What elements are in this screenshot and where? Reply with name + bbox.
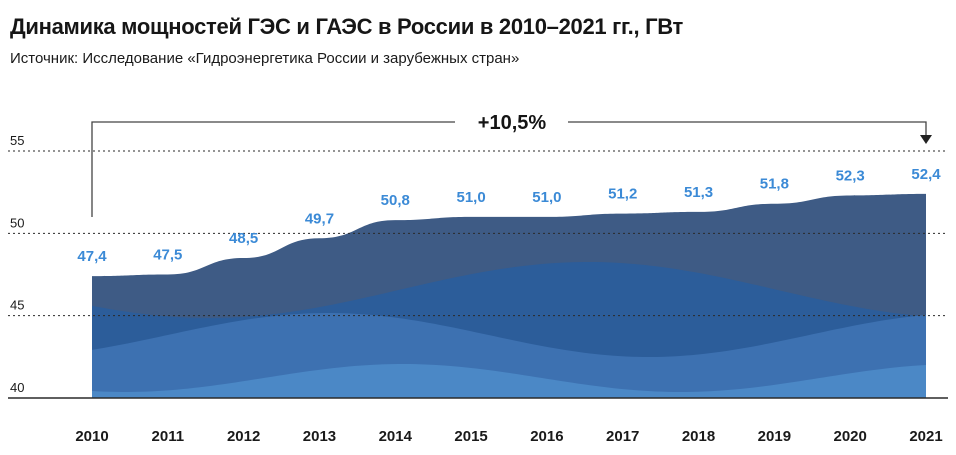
data-label: 51,2 — [608, 186, 637, 203]
data-label: 52,3 — [836, 167, 865, 184]
growth-annotation: +10,5% — [478, 112, 547, 134]
arrow-down-icon — [920, 135, 932, 144]
x-tick-label: 2015 — [454, 428, 487, 445]
data-label: 49,7 — [305, 210, 334, 227]
x-tick-label: 2014 — [379, 428, 413, 445]
x-tick-label: 2018 — [682, 428, 715, 445]
data-label: 51,0 — [532, 189, 561, 206]
x-tick-label: 2020 — [833, 428, 866, 445]
area-bottom-band — [92, 364, 926, 398]
y-tick-label: 45 — [10, 298, 24, 313]
x-tick-label: 2016 — [530, 428, 563, 445]
y-tick-label: 40 — [10, 380, 24, 395]
x-tick-label: 2019 — [758, 428, 791, 445]
x-tick-label: 2010 — [75, 428, 108, 445]
data-label: 52,4 — [911, 166, 941, 183]
chart-title: Динамика мощностей ГЭС и ГАЭС в России в… — [10, 14, 684, 39]
x-tick-label: 2017 — [606, 428, 639, 445]
chart-subtitle: Источник: Исследование «Гидроэнергетика … — [10, 50, 520, 67]
x-tick-label: 2021 — [909, 428, 942, 445]
data-label: 47,5 — [153, 247, 182, 264]
growth-bracket-right — [568, 121, 927, 136]
data-label: 51,8 — [760, 176, 789, 193]
data-label: 47,4 — [77, 248, 107, 265]
data-label: 50,8 — [381, 192, 410, 209]
growth-bracket-left — [91, 121, 455, 217]
y-tick-label: 50 — [10, 215, 24, 230]
x-tick-label: 2013 — [303, 428, 336, 445]
data-label: 51,3 — [684, 184, 713, 201]
y-tick-label: 55 — [10, 133, 24, 148]
data-label: 48,5 — [229, 230, 258, 247]
x-tick-label: 2011 — [152, 428, 185, 445]
x-tick-label: 2012 — [227, 428, 260, 445]
data-label: 51,0 — [456, 189, 485, 206]
